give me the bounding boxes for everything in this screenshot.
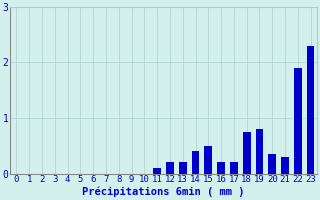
Bar — [217, 162, 225, 174]
Bar — [153, 168, 161, 174]
Bar — [243, 132, 251, 174]
Bar — [204, 146, 212, 174]
Bar — [294, 68, 302, 174]
Bar — [179, 162, 187, 174]
Bar — [281, 157, 289, 174]
Bar — [256, 129, 263, 174]
Bar — [307, 46, 315, 174]
Bar — [192, 151, 199, 174]
Bar — [268, 154, 276, 174]
X-axis label: Précipitations 6min ( mm ): Précipitations 6min ( mm ) — [82, 187, 245, 197]
Bar — [166, 162, 174, 174]
Bar — [230, 162, 238, 174]
